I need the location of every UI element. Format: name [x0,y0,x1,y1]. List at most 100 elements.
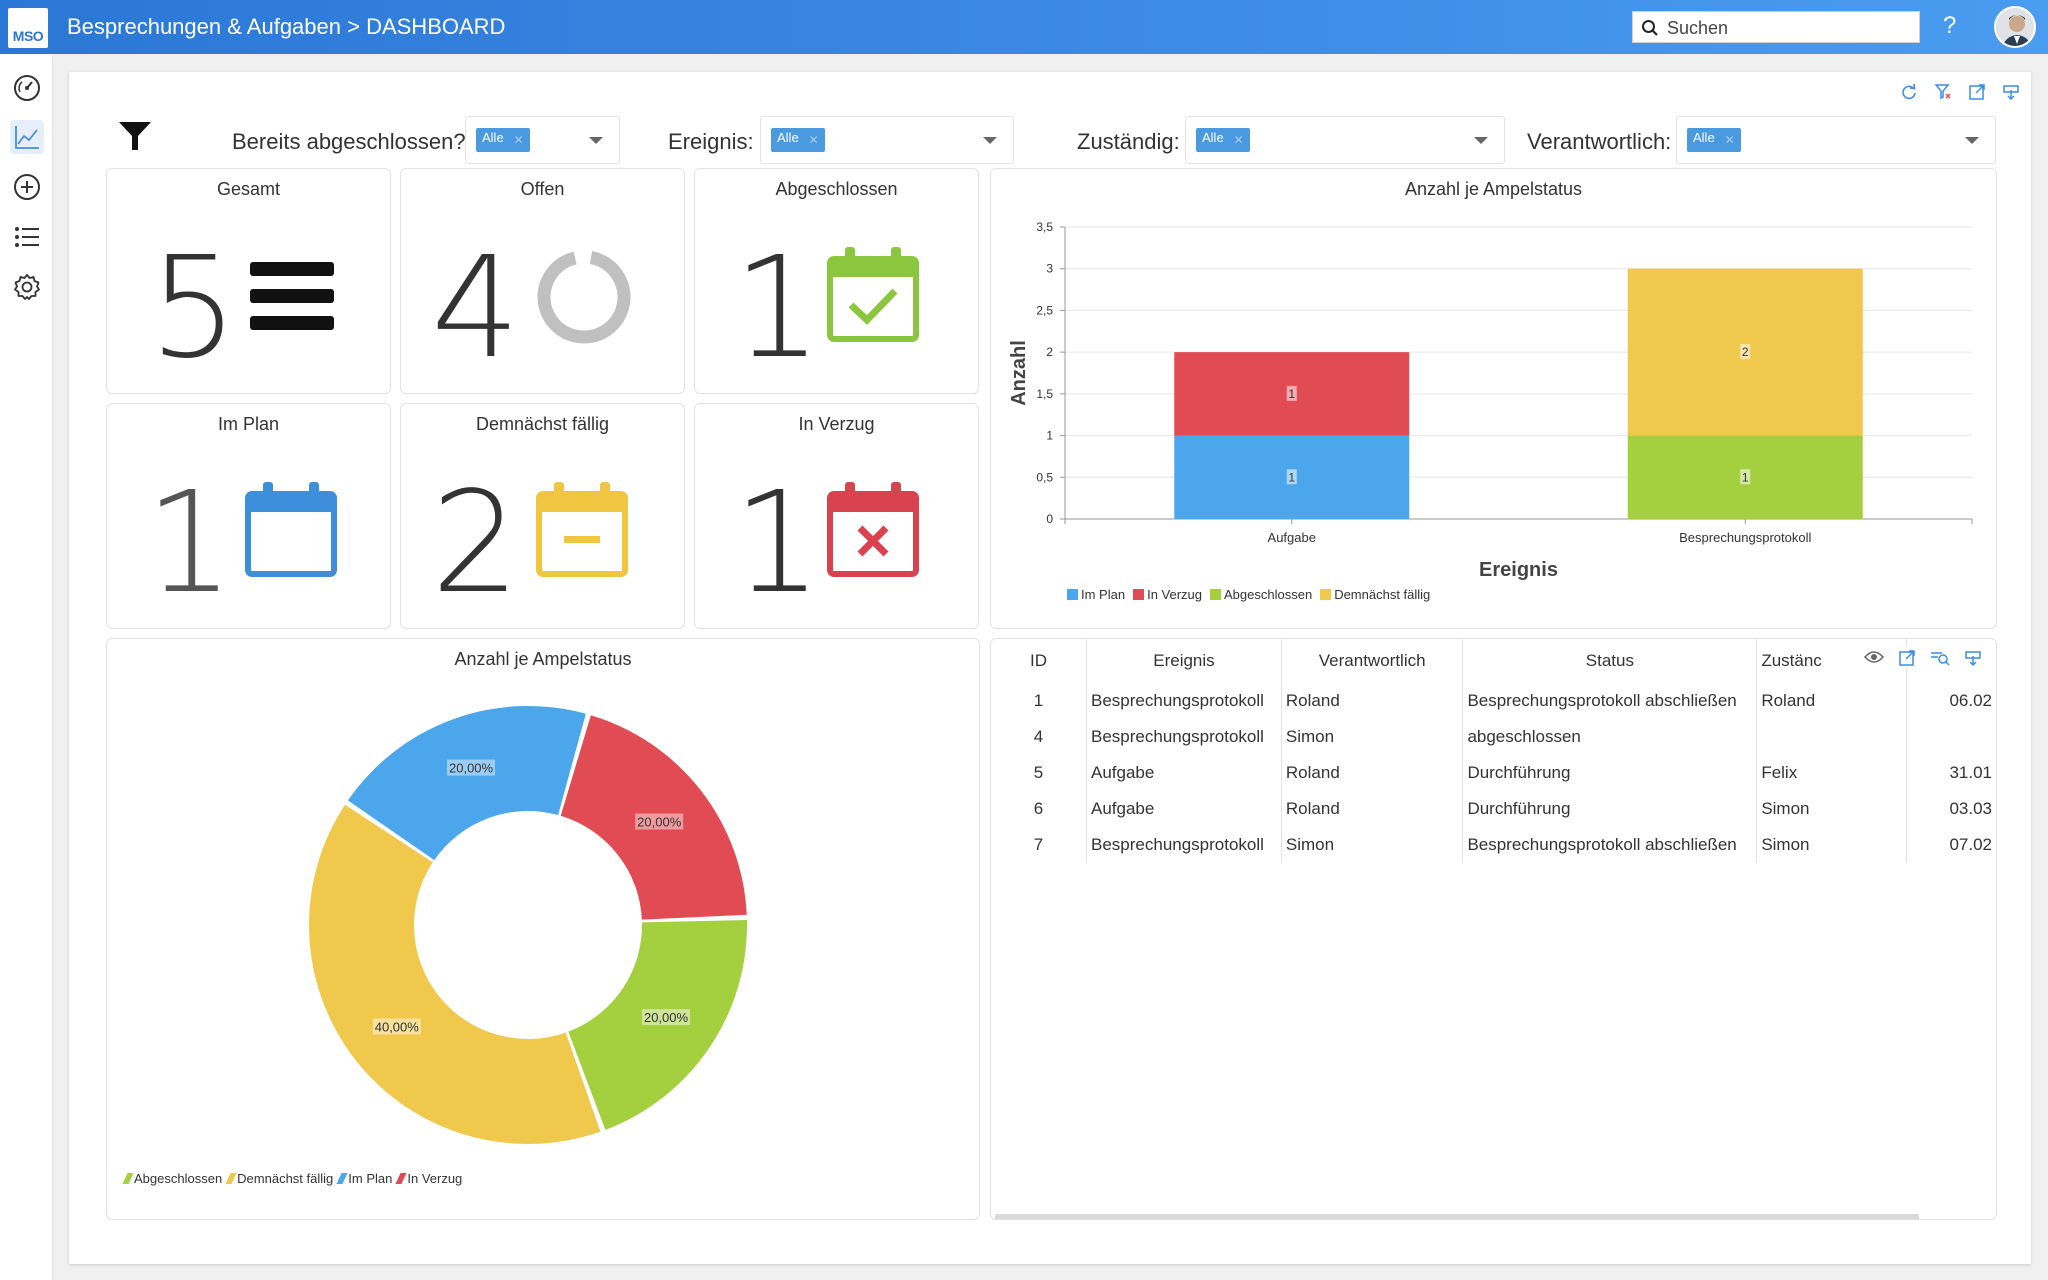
column-search-icon[interactable] [1930,649,1950,667]
kpi-card-abgeschlossen[interactable]: Abgeschlossen 1 [694,168,979,394]
kpi-card-demnaechst[interactable]: Demnächst fällig 2 [400,403,685,629]
filter-tag-ereignis[interactable]: Alle [771,128,825,152]
table-toolbar [1860,647,1986,669]
filter-tag-zustaendig[interactable]: Alle [1196,128,1250,152]
kpi-card-gesamt[interactable]: Gesamt 5 [106,168,391,394]
column-header-id[interactable]: ID [991,639,1087,683]
filter-select-bereits[interactable]: Alle [465,116,620,164]
filter-tag-verantwortlich[interactable]: Alle [1687,128,1741,152]
calendar-x-icon [827,482,919,577]
table-cell: Simon [1756,827,1907,863]
bar-chart: 0 0,5 1 1,5 2 2,5 3 3,5 Aufgabe 1 1 Besprechungspro… [1008,220,1973,581]
table-row[interactable]: 6 Aufgabe Roland Durchführung Simon 03.03 [991,791,1996,827]
table-cell: Durchführung [1462,755,1758,791]
donut-chart: 20,00% 20,00% 20,00% 40,00% [309,706,747,1144]
kpi-value: 4 [431,227,521,390]
sidebar [0,54,53,1280]
kpi-value: 5 [149,227,239,390]
clear-filter-icon[interactable] [1933,82,1953,102]
table-row[interactable]: 1 Besprechungsprotokoll Roland Besprechungs… [991,683,1996,719]
donut-slice [347,706,586,861]
table-cell: 1 [991,683,1087,719]
kpi-value: 1 [733,227,823,390]
legend-item[interactable]: Im Plan [1067,587,1125,602]
kpi-title: Demnächst fällig [475,414,610,434]
sidebar-item-list[interactable] [10,220,44,254]
table-cell: Aufgabe [1086,791,1282,827]
export-icon[interactable] [2001,82,2021,102]
export-icon[interactable] [1964,649,1982,667]
column-header-zustaendig[interactable]: Zustänc [1756,639,1907,683]
bar-chart-legend: Im Plan In Verzug Abgeschlossen Demnächs… [1067,587,1430,602]
avatar[interactable] [1994,6,2036,48]
data-label: 20,00% [644,1010,689,1025]
kpi-card-im-plan[interactable]: Im Plan 1 [106,403,391,629]
table-cell: 31.01 [1949,763,1992,782]
y-tick-label: 1,5 [1036,387,1053,401]
top-bar: MSO Besprechungen & Aufgaben > DASHBOARD… [0,0,2048,54]
horizontal-scrollbar[interactable] [995,1214,1919,1219]
expand-icon[interactable] [1898,649,1916,667]
chevron-down-icon[interactable] [1965,137,1979,144]
eye-icon[interactable] [1864,649,1884,665]
filter-select-zustaendig[interactable]: Alle [1185,116,1505,164]
sidebar-item-dashboard[interactable] [10,71,44,105]
app-logo[interactable]: MSO [8,8,48,48]
search-input[interactable] [1667,16,1912,40]
sidebar-item-add[interactable] [10,170,44,204]
table-cell: 7 [991,827,1087,863]
table-cell: Durchführung [1462,791,1758,827]
filter-select-verantwortlich[interactable]: Alle [1676,116,1996,164]
chevron-down-icon[interactable] [983,137,997,144]
filter-label-bereits: Bereits abgeschlossen? [232,129,466,154]
kpi-card-in-verzug[interactable]: In Verzug 1 [694,403,979,629]
column-header-verantwortlich[interactable]: Verantwortlich [1281,639,1464,683]
bar-chart-card: Anzahl je Ampelstatus 0 0,5 1 1,5 2 2,5 3 3,5 Au… [990,168,1997,629]
table-cell: Roland [1281,755,1464,791]
table-row[interactable]: 7 Besprechungsprotokoll Simon Besprechungsp… [991,827,1996,863]
column-header-ereignis[interactable]: Ereignis [1086,639,1282,683]
data-label: 40,00% [375,1020,420,1035]
add-circle-icon [14,174,40,200]
table-row[interactable]: 5 Aufgabe Roland Durchführung Felix 31.01 [991,755,1996,791]
legend-item[interactable]: In Verzug [395,1171,462,1186]
table-cell: 03.03 [1949,799,1992,818]
table-cell: Felix [1756,755,1907,791]
data-label: 20,00% [449,761,494,776]
search-icon [1642,20,1658,36]
legend-item[interactable]: Im Plan [336,1171,392,1186]
table-cell: Besprechungsprotokoll [1086,827,1282,863]
search-box[interactable] [1632,11,1920,43]
help-icon[interactable]: ? [1943,12,1957,39]
legend-item[interactable]: In Verzug [1133,587,1202,602]
sidebar-item-charts[interactable] [10,120,44,154]
y-tick-label: 1 [1046,429,1053,443]
filter-select-ereignis[interactable]: Alle [760,116,1014,164]
chevron-down-icon[interactable] [589,137,603,144]
table-row[interactable]: 4 Besprechungsprotokoll Simon abgeschlossen [991,719,1996,755]
legend-item[interactable]: Abgeschlossen [1210,587,1312,602]
table-cell: Besprechungsprotokoll abschließen [1462,827,1758,863]
gauge-icon [14,75,40,101]
table-cell: 4 [991,719,1087,755]
kpi-card-offen[interactable]: Offen 4 [400,168,685,394]
expand-icon[interactable] [1967,82,1987,102]
refresh-icon[interactable] [1899,82,1919,102]
page-title: Besprechungen & Aufgaben > DASHBOARD [67,14,506,39]
table-cell: Roland [1756,683,1907,719]
data-label-bg [1286,385,1297,401]
data-label-bg [372,1018,421,1035]
data-label: 1 [1288,470,1295,484]
donut-chart-card: Anzahl je Ampelstatus 20,00% 20,00% 20,00%… [106,638,980,1220]
legend-item[interactable]: Abgeschlossen [122,1171,222,1186]
chevron-down-icon[interactable] [1474,137,1488,144]
filter-tag-bereits[interactable]: Alle [476,128,530,152]
legend-item[interactable]: Demnächst fällig [225,1171,333,1186]
sidebar-item-settings[interactable] [10,270,44,304]
table-cell: 07.02 [1949,835,1992,854]
legend-item[interactable]: Demnächst fällig [1320,587,1430,602]
data-label: 20,00% [637,814,682,829]
filter-icon[interactable] [117,118,153,154]
column-header-status[interactable]: Status [1462,639,1758,683]
table-cell: Simon [1756,791,1907,827]
